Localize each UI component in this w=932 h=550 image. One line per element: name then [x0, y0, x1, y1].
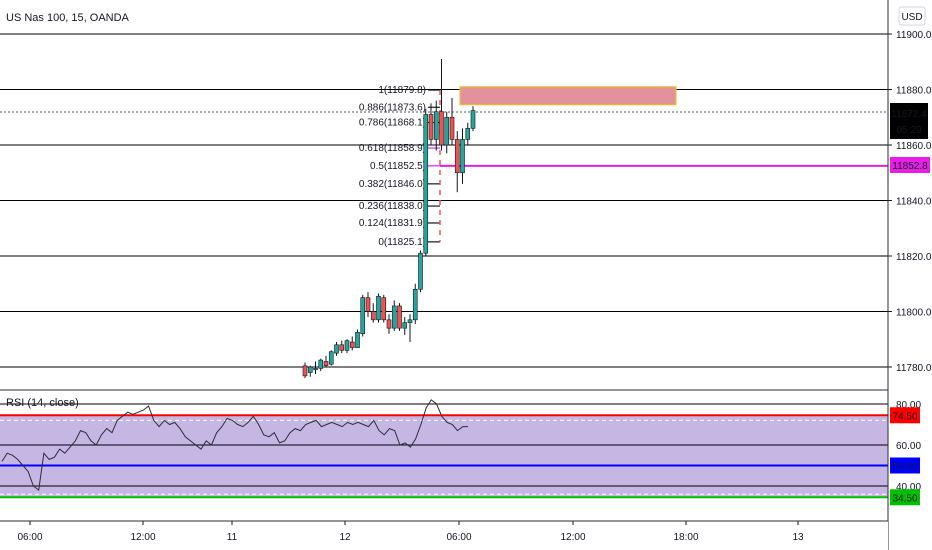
candle-body	[418, 252, 423, 290]
candle-body	[334, 344, 339, 354]
rsi-level-badge	[890, 457, 920, 474]
candle-body	[439, 111, 444, 146]
candle-body	[433, 111, 439, 140]
fib-level-label: 0(11825.1)	[378, 237, 426, 248]
candle-body	[376, 295, 381, 321]
supply-zone-box	[459, 86, 677, 106]
price-tick-label: 11880.0	[896, 86, 932, 97]
rsi-tick-label: 80.00	[896, 400, 921, 411]
time-tick-label: 13	[792, 532, 804, 543]
fib-level-label: 0.382(11846.0)	[359, 179, 426, 190]
price-tick-label: 11860.0	[896, 141, 932, 152]
current-price-label: 11872.4	[891, 109, 927, 120]
time-tick-label: 12:00	[130, 532, 155, 543]
fib-level-label: 0.786(11868.1)	[359, 118, 426, 129]
time-tick-label: 11	[227, 532, 238, 543]
currency-label: USD	[901, 12, 922, 23]
rsi-title: RSI (14, close)	[6, 397, 79, 409]
rsi-band	[0, 415, 888, 498]
candle-body	[454, 139, 460, 174]
candle-body	[470, 110, 476, 129]
candle-body	[412, 288, 418, 321]
price-tick-label: 11840.0	[896, 197, 932, 208]
time-axis-bg	[0, 521, 888, 550]
time-tick-label: 12	[339, 532, 351, 543]
currency-button[interactable]	[898, 6, 926, 26]
candle-body	[313, 368, 318, 371]
candle-body	[344, 340, 350, 351]
candle-body	[307, 366, 313, 373]
candle-body	[465, 128, 471, 140]
candle-body	[349, 341, 355, 348]
candle-body	[328, 351, 334, 365]
fib-level-label: 0.124(11831.9)	[359, 218, 426, 229]
current-price-badge	[890, 103, 928, 139]
fib-level-label: 0.236(11838.0)	[359, 201, 426, 212]
fib-level-label: 0.5(11852.5)	[370, 161, 426, 172]
resistance-zone	[459, 86, 677, 106]
fib-level-label: 0.886(11873.6)	[359, 102, 426, 113]
rsi-level-badge	[890, 407, 920, 424]
price-tick-label: 11800.0	[896, 308, 932, 319]
rsi-background	[0, 415, 888, 498]
rsi-tick-label: 40.00	[896, 482, 921, 493]
price-tick-label: 11900.0	[896, 30, 932, 41]
candlestick-series	[302, 58, 476, 379]
candle-body	[386, 319, 392, 329]
candle-body	[365, 297, 371, 312]
fib-price-badge	[890, 157, 930, 173]
fib-price-badge-label: 11852.8	[892, 161, 928, 172]
time-tick-label: 06:00	[17, 532, 42, 543]
rsi-line	[1, 399, 468, 492]
price-tick-label: 11820.0	[896, 252, 932, 263]
candle-body	[339, 344, 345, 351]
candle-body	[360, 297, 366, 335]
candle-body	[355, 332, 360, 348]
candle-body	[428, 114, 434, 140]
rsi-level-badge	[890, 489, 920, 506]
candle-body	[391, 305, 397, 329]
fib-level-label: 0.618(11858.9)	[359, 143, 426, 154]
candle-body	[302, 365, 308, 377]
candle-body	[407, 319, 413, 323]
candle-body	[449, 116, 455, 140]
time-tick-label: 12:00	[560, 532, 585, 543]
time-tick-label: 18:00	[673, 532, 698, 543]
rsi-tick-label: 60.00	[896, 441, 921, 452]
time-tick-label: 06:00	[446, 532, 471, 543]
rsi-level-badge-label: 34.50	[892, 493, 917, 504]
rsi-level-badge-label: 74.50	[892, 411, 917, 422]
candle-body	[444, 116, 450, 146]
price-level-lines	[0, 33, 888, 368]
candle-body	[397, 305, 402, 329]
countdown-label: 05:29	[896, 125, 921, 136]
candle-body	[381, 297, 387, 321]
candle-body	[370, 311, 376, 321]
fibonacci-retracement: 1(11879.8) 0.886(11873.6) 0.786(11868.1) 0.…	[359, 85, 888, 248]
rsi-pane	[0, 399, 888, 499]
price-tick-label: 11780.0	[896, 363, 932, 374]
candle-body	[323, 361, 329, 366]
candle-body	[423, 114, 429, 254]
candle-body	[402, 322, 408, 329]
chart-title: US Nas 100, 15, OANDA	[6, 12, 130, 24]
candle-body	[318, 359, 324, 369]
rsi-level-badge-label: 50.00	[892, 462, 917, 473]
candle-body	[460, 139, 465, 174]
fib-level-label: 1(11879.8)	[378, 85, 426, 96]
